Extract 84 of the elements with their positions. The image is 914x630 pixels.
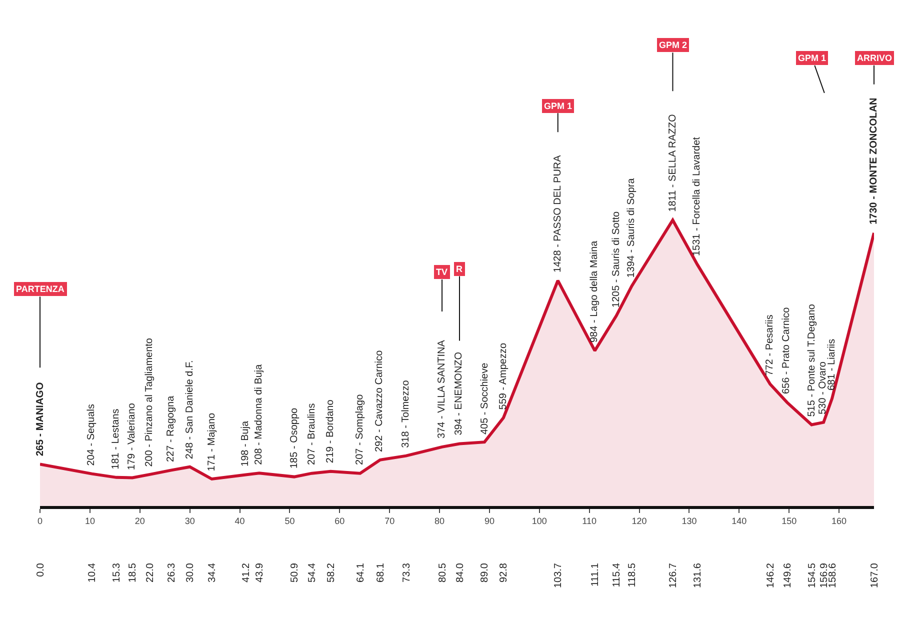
x2-tick-label: 64.1 [355, 562, 366, 582]
annotation: GPM 1 [544, 101, 572, 111]
x-tick-label: 0 [37, 516, 43, 526]
annotation: GPM 2 [659, 40, 688, 50]
x2-tick-label: 26.3 [166, 562, 178, 582]
x2-tick-label: 118.5 [627, 562, 638, 588]
annotation: ARRIVO [857, 53, 892, 63]
x2-tick-label: 167.0 [869, 562, 880, 588]
data-label: 181 - Lestans [110, 408, 122, 470]
data-label: 681 - Liariis [826, 338, 838, 391]
data-label: 394 - ENEMONZO [454, 352, 465, 436]
x-tick-label: 40 [234, 516, 245, 526]
data-label: 207 - Braulins [306, 403, 318, 465]
x2-tick-label: 115.4 [612, 562, 623, 588]
x2-tick-label: 111.1 [590, 562, 602, 587]
data-label: 265 - MANIAGO [34, 382, 46, 456]
x-tick-label: 90 [484, 516, 494, 526]
x2-tick-label: 92.8 [498, 562, 510, 582]
data-label: 656 - Prato Carnico [781, 306, 792, 394]
x-tick-label: 50 [284, 516, 295, 526]
data-label: 984 - Lago della Maina [589, 240, 600, 342]
x-tick-label: 70 [384, 516, 395, 526]
x2-tick-label: 131.6 [692, 562, 704, 588]
data-label: 530 - Ovaro [818, 361, 829, 414]
data-label: 200 - Pinzano al Tagliamento [144, 338, 155, 467]
x-tick-label: 80 [434, 516, 445, 526]
x2-tick-label: 22.0 [145, 562, 156, 582]
annotation: GPM 1 [798, 53, 826, 63]
data-label: 559 - Ampezzo [498, 342, 510, 410]
annotation: TV [436, 267, 448, 277]
x2-tick-label: 156.9 [818, 562, 830, 588]
data-label: 204 - Sequals [86, 404, 98, 466]
data-label: 227 - Ragogna [166, 395, 177, 462]
annotation: PARTENZA [16, 284, 65, 294]
x2-tick-label: 10.4 [87, 562, 98, 582]
x2-tick-label: 43.9 [254, 562, 266, 582]
x2-tick-label: 18.5 [128, 562, 139, 582]
x-tick-label: 110 [582, 516, 597, 526]
x2-tick-label: 80.5 [437, 562, 448, 582]
x-tick-label: 60 [334, 516, 345, 526]
x2-tick-label: 41.2 [241, 562, 252, 582]
x2-tick-label: 0.0 [35, 562, 46, 577]
x-tick-label: 120 [632, 516, 647, 526]
x2-tick-label: 68.1 [375, 562, 386, 582]
x-tick-label: 130 [682, 516, 697, 526]
x2-tick-label: 89.0 [480, 562, 491, 582]
data-label: 1394 - Sauris di Sopra [626, 178, 637, 278]
x2-tick-label: 149.6 [782, 562, 794, 588]
data-label: 207 - Somplago [354, 394, 366, 465]
data-label: 405 - Socchieve [479, 362, 490, 435]
x2-tick-label: 146.2 [765, 562, 776, 588]
x2-tick-label: 103.7 [553, 562, 564, 588]
data-label: 198 - Buja [240, 420, 252, 466]
x-tick-label: 150 [782, 516, 797, 526]
x2-tick-label: 154.5 [806, 562, 818, 588]
x2-tick-label: 126.7 [668, 562, 679, 588]
x2-tick-label: 73.3 [401, 562, 412, 582]
data-label: 171 - Majano [206, 412, 218, 472]
x2-tick-label: 30.0 [185, 562, 196, 582]
data-label: 1531 - Forcella di Lavardet [691, 136, 702, 256]
annotation: R [456, 264, 463, 274]
x-tick-label: 100 [532, 516, 547, 526]
data-label: 292 - Cavazzo Carnico [374, 350, 386, 452]
data-label: 248 - San Daniele d.F. [184, 360, 196, 460]
x-tick-label: 140 [732, 516, 747, 526]
x-tick-label: 20 [134, 516, 145, 526]
data-label: 219 - Bordano [325, 399, 336, 464]
data-label: 515 - Ponte sul T.Degano [806, 304, 818, 417]
data-label: 1205 - Sauris di Sotto [611, 210, 622, 308]
data-label: 208 - Madonna di Buja [254, 364, 265, 465]
data-label: 179 - Valeriano [126, 402, 138, 470]
x2-tick-label: 50.9 [289, 562, 300, 582]
x-tick-label: 10 [84, 516, 95, 526]
x2-tick-label: 84.0 [454, 562, 466, 582]
x2-tick-label: 158.6 [827, 562, 838, 588]
x2-tick-label: 15.3 [112, 562, 123, 582]
x2-tick-label: 58.2 [326, 562, 337, 582]
x2-tick-label: 34.4 [207, 562, 218, 582]
x2-tick-label: 54.4 [306, 562, 318, 582]
x-tick-label: 30 [184, 516, 195, 526]
data-label: 318 - Tolmezzo [400, 380, 412, 448]
data-label: 772 - Pesariis [764, 314, 776, 376]
x-tick-label: 160 [832, 516, 847, 526]
data-label: 185 - Osoppo [288, 407, 300, 468]
